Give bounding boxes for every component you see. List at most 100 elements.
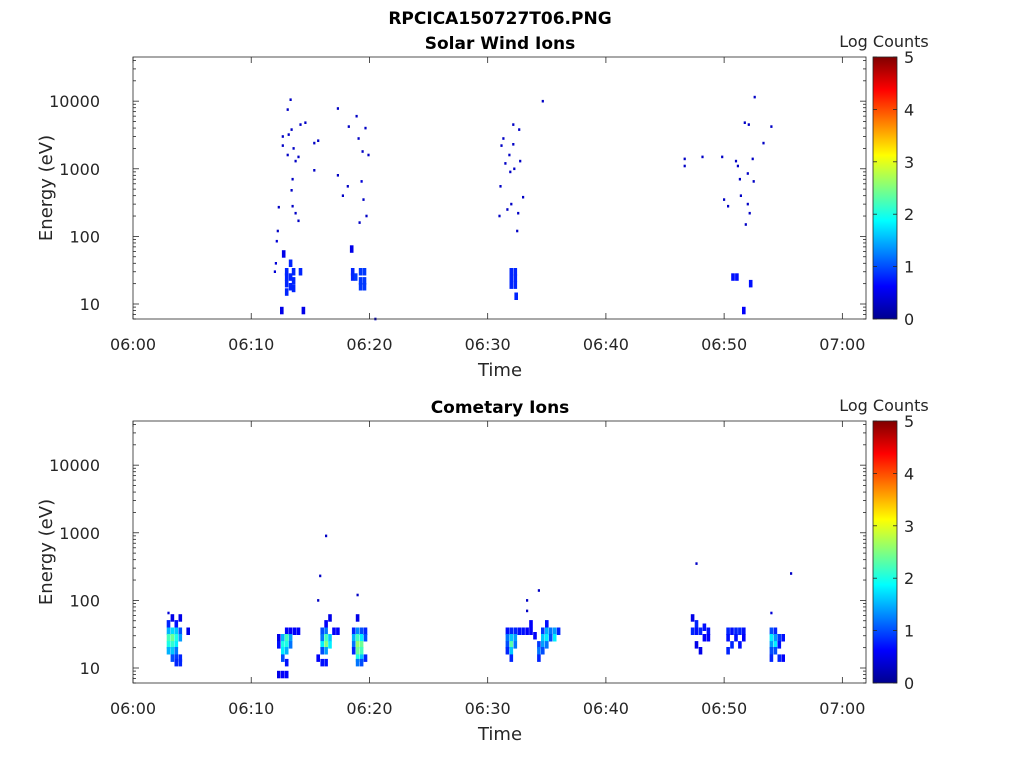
colorbar-label: Log Counts bbox=[839, 32, 929, 51]
heatmap-cell bbox=[747, 123, 750, 126]
heatmap-cell bbox=[359, 647, 364, 655]
heatmap-cell bbox=[556, 627, 561, 635]
heatmap-cell bbox=[752, 180, 755, 183]
heatmap-cell bbox=[284, 279, 289, 288]
heatmap-cell bbox=[289, 98, 292, 101]
x-tick-label: 06:00 bbox=[110, 335, 156, 354]
plot-area-frame bbox=[132, 420, 867, 684]
heatmap-cell bbox=[291, 277, 296, 285]
heatmap-cell bbox=[291, 268, 296, 276]
heatmap-cell bbox=[683, 157, 686, 161]
heatmap-cell bbox=[355, 627, 360, 635]
heatmap-cell bbox=[512, 143, 515, 146]
heatmap-cell bbox=[313, 141, 316, 145]
heatmap-cell bbox=[509, 641, 514, 649]
heatmap-cell bbox=[769, 641, 774, 649]
heatmap-cell bbox=[738, 627, 742, 635]
heatmap-cell bbox=[288, 634, 293, 642]
x-tick-label: 06:10 bbox=[228, 699, 274, 718]
heatmap-cell bbox=[167, 611, 170, 615]
heatmap-cell bbox=[284, 273, 289, 281]
heatmap-cell bbox=[346, 185, 349, 188]
heatmap-cell bbox=[186, 627, 190, 635]
heatmap-cell bbox=[277, 634, 281, 642]
heatmap-cell bbox=[274, 262, 277, 265]
heatmap-cell bbox=[513, 274, 518, 282]
heatmap-cell bbox=[734, 634, 738, 642]
heatmap-cell bbox=[529, 620, 533, 628]
heatmap-cell bbox=[744, 223, 747, 226]
y-tick-label: 10000 bbox=[49, 92, 100, 111]
heatmap-cell bbox=[537, 641, 541, 649]
heatmap-cell bbox=[739, 194, 742, 197]
heatmap-cell bbox=[748, 211, 751, 215]
heatmap-cell bbox=[742, 634, 746, 642]
heatmap-cell bbox=[174, 647, 179, 655]
heatmap-cell bbox=[350, 268, 355, 276]
heatmap-cell bbox=[509, 268, 514, 276]
heatmap-cell bbox=[363, 634, 368, 642]
heatmap-cell bbox=[174, 641, 179, 649]
heatmap-cell bbox=[777, 654, 782, 662]
heatmap-cell bbox=[781, 654, 785, 662]
heatmap-cell bbox=[316, 654, 320, 662]
heatmap-cell bbox=[526, 609, 529, 613]
x-tick-label: 06:40 bbox=[583, 699, 629, 718]
x-tick-label: 06:50 bbox=[701, 699, 747, 718]
y-tick-label: 1000 bbox=[59, 524, 100, 543]
heatmap-cell bbox=[537, 647, 541, 655]
colorbar-label: Log Counts bbox=[839, 396, 929, 415]
heatmap-cell bbox=[727, 204, 730, 208]
heatmap-cell bbox=[174, 658, 179, 667]
heatmap-cell bbox=[513, 268, 518, 276]
heatmap-cell bbox=[508, 153, 511, 157]
heatmap-cell bbox=[510, 202, 513, 206]
y-tick-label: 10000 bbox=[49, 456, 100, 475]
heatmap-cell bbox=[504, 162, 507, 165]
heatmap-cell bbox=[317, 599, 320, 602]
heatmap-cell bbox=[505, 647, 510, 655]
heatmap-cell bbox=[291, 284, 296, 293]
x-tick-label: 06:40 bbox=[583, 335, 629, 354]
heatmap-cell bbox=[358, 283, 363, 291]
heatmap-cell bbox=[351, 627, 356, 635]
heatmap-cell bbox=[736, 164, 739, 168]
heatmap-cell bbox=[358, 277, 363, 285]
heatmap-cell bbox=[746, 202, 749, 206]
heatmap-cell bbox=[281, 641, 285, 649]
heatmap-cell bbox=[509, 170, 512, 174]
heatmap-cells bbox=[166, 534, 793, 679]
heatmap-cell bbox=[773, 627, 778, 635]
y-axis-label: Energy (eV) bbox=[36, 499, 57, 605]
heatmap-cell bbox=[281, 250, 286, 258]
colorbar-tick-label: 3 bbox=[904, 153, 914, 172]
x-tick-label: 06:20 bbox=[346, 335, 392, 354]
heatmap-cell bbox=[777, 641, 782, 649]
heatmap-cell bbox=[362, 268, 367, 276]
y-tick-label: 1000 bbox=[59, 160, 100, 179]
heatmap-cell bbox=[356, 593, 359, 597]
heatmap-cell bbox=[324, 647, 328, 655]
heatmap-cell bbox=[513, 167, 516, 171]
heatmap-cell bbox=[174, 654, 179, 662]
heatmap-cell bbox=[695, 562, 698, 565]
heatmap-cell bbox=[296, 627, 301, 635]
heatmap-cell bbox=[166, 627, 171, 635]
heatmap-cells bbox=[273, 95, 773, 321]
heatmap-cell bbox=[726, 634, 730, 642]
heatmap-cell bbox=[170, 634, 175, 642]
heatmap-cell bbox=[545, 620, 549, 628]
heatmap-cell bbox=[362, 277, 367, 285]
heatmap-cell bbox=[170, 627, 175, 635]
heatmap-cell bbox=[320, 658, 324, 667]
heatmap-cell bbox=[790, 572, 793, 575]
heatmap-cell bbox=[357, 137, 360, 140]
heatmap-cell bbox=[291, 204, 294, 208]
heatmap-cell bbox=[537, 589, 540, 592]
heatmap-cell bbox=[698, 627, 703, 635]
heatmap-cell bbox=[694, 620, 699, 628]
heatmap-cell bbox=[537, 654, 541, 662]
heatmap-cell bbox=[336, 174, 339, 177]
heatmap-cell bbox=[355, 658, 360, 667]
heatmap-cell bbox=[290, 128, 293, 131]
